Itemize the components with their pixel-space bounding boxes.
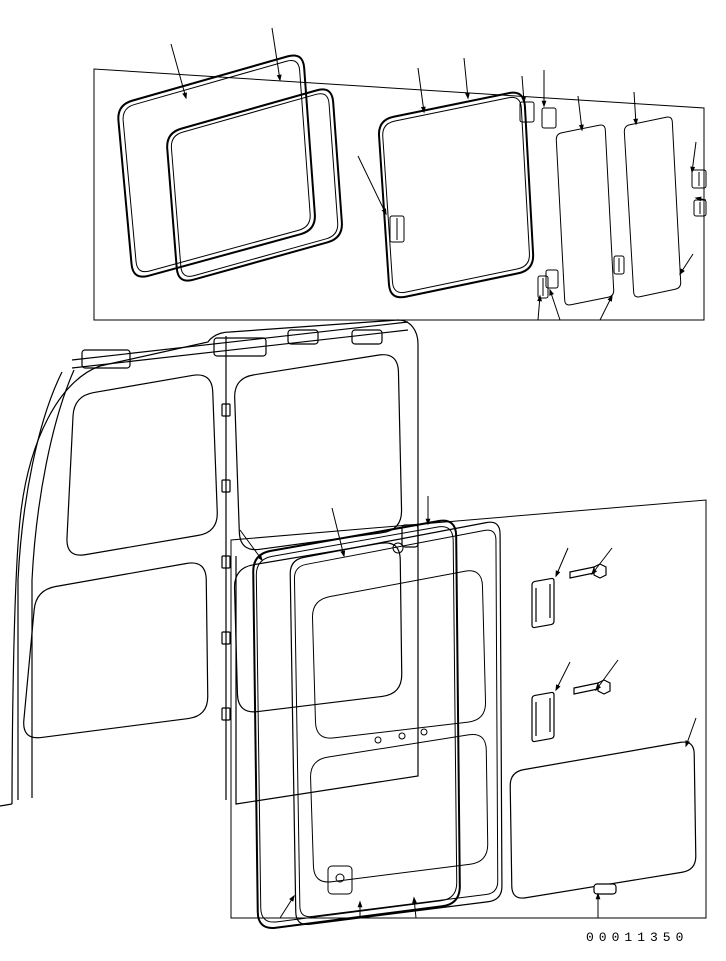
upper-inner-frame <box>167 89 342 280</box>
door-lower-window <box>311 734 488 882</box>
hinge-upper <box>532 578 554 627</box>
upper-panel <box>94 69 704 320</box>
cab-win-rear-upper <box>67 375 217 555</box>
door-upper-window <box>312 571 485 738</box>
cab-win-door-upper <box>235 355 402 550</box>
cab-win-door-lower <box>235 543 402 712</box>
upper-right-gasket <box>379 93 533 298</box>
lower-panel <box>231 500 706 918</box>
upper-glass-left-slider <box>556 125 613 305</box>
hinge-lower-bolt <box>574 683 598 694</box>
upper-outer-frame <box>118 55 315 276</box>
door-lower-glass <box>510 742 696 898</box>
cab-win-rear-lower <box>24 563 208 738</box>
drawing-number: 00011350 <box>586 930 688 945</box>
hinge-lower <box>532 692 554 741</box>
cab-body <box>0 320 418 806</box>
upper-glass-right-slider <box>624 117 680 297</box>
roof-rail-front <box>82 350 130 368</box>
roof-grab-2 <box>352 330 382 344</box>
technical-diagram <box>0 0 726 961</box>
door-outer-seal <box>253 521 460 928</box>
hinge-upper-bolt <box>570 567 594 578</box>
cab-outline <box>0 320 418 806</box>
upper-bracket-tr <box>542 108 556 128</box>
